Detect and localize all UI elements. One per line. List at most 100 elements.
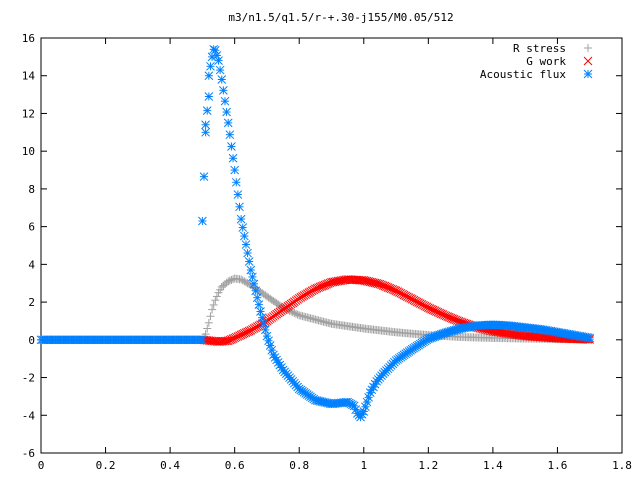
data-point [448,314,457,323]
data-point [222,278,231,287]
data-point [443,312,453,321]
data-point [204,92,214,101]
data-point [227,275,236,284]
data-point [377,280,386,290]
axis-tick-labels: 0 0.2 0.4 0.6 0.8 1 1.2 1.4 1.6 1.8 -6 -4 -2 0 2 4 6 8 10 1… [22,32,632,472]
data-point [235,202,244,212]
data-point [453,316,462,325]
x-tick-label: 1.8 [612,459,632,472]
y-tick-label: 2 [28,296,35,309]
data-point [380,281,390,291]
data-point [262,331,272,341]
axis-ticks [40,37,623,454]
data-point [373,279,383,289]
y-tick-label: 12 [22,107,35,120]
data-point [585,333,595,343]
x-tick-label: 0.8 [289,459,309,472]
data-point [207,52,217,62]
y-tick-label: -2 [22,372,35,385]
data-point [238,223,248,232]
data-point [260,325,270,335]
data-point [231,177,241,187]
data-points [36,44,595,422]
series-acoustic-flux [36,44,595,422]
x-tick-label: 1.4 [483,459,503,472]
data-point [228,153,238,163]
data-point [319,281,328,290]
data-point [243,279,252,288]
data-point [382,282,391,292]
data-point [236,214,246,224]
data-point [323,279,333,288]
data-point [265,341,275,350]
data-point [233,190,243,199]
data-point [199,172,209,182]
data-point [238,276,247,285]
data-point [198,335,207,345]
data-point [225,130,235,140]
data-point [224,277,233,286]
data-point [212,51,222,60]
data-point [449,314,459,324]
data-point [244,257,254,266]
x-tick-label: 0 [38,459,45,472]
data-point [209,300,218,309]
data-point [257,313,267,323]
data-point [383,283,393,292]
data-point [372,279,382,288]
data-point [314,283,323,292]
data-point [378,281,388,290]
data-point [227,142,236,151]
data-point [211,296,220,305]
chart-title: m3/n1.5/q1.5/r-+.30-j155/M0.05/512 [228,11,453,24]
data-point [243,248,252,258]
data-point [315,282,325,292]
data-point [312,283,322,293]
data-point [317,281,327,291]
data-point [385,283,394,293]
data-point [198,216,207,226]
data-point [212,292,221,301]
data-point [246,265,256,275]
data-point [210,45,220,55]
data-point [208,305,217,314]
data-point [239,231,249,241]
data-point [225,276,234,285]
data-point [388,285,398,294]
data-point [206,312,215,321]
data-point [251,286,261,296]
data-point [204,71,214,81]
y-tick-label: 4 [28,258,35,271]
data-point [201,127,210,137]
data-point [446,313,456,323]
data-point [214,56,223,65]
x-tick-label: 1.6 [548,459,568,472]
data-point [230,165,240,175]
data-point [219,85,228,95]
data-point [320,280,330,290]
y-tick-label: 0 [28,334,35,347]
data-point [256,307,265,316]
data-point [451,315,461,325]
data-point [240,277,249,286]
data-point [201,120,210,130]
data-point [444,312,454,322]
data-point [441,311,451,321]
data-point [291,309,300,318]
data-point [370,379,380,389]
data-point [203,324,212,333]
legend-label: G work [526,55,566,68]
data-point [222,107,231,117]
data-point [375,279,385,289]
x-tick-label: 1 [360,459,367,472]
data-point [386,284,396,294]
data-point [288,308,297,317]
legend-marker [583,69,593,79]
data-point [311,284,320,294]
data-point [254,300,264,309]
data-point [362,397,372,407]
y-tick-label: -4 [22,409,36,422]
data-point [249,279,259,289]
